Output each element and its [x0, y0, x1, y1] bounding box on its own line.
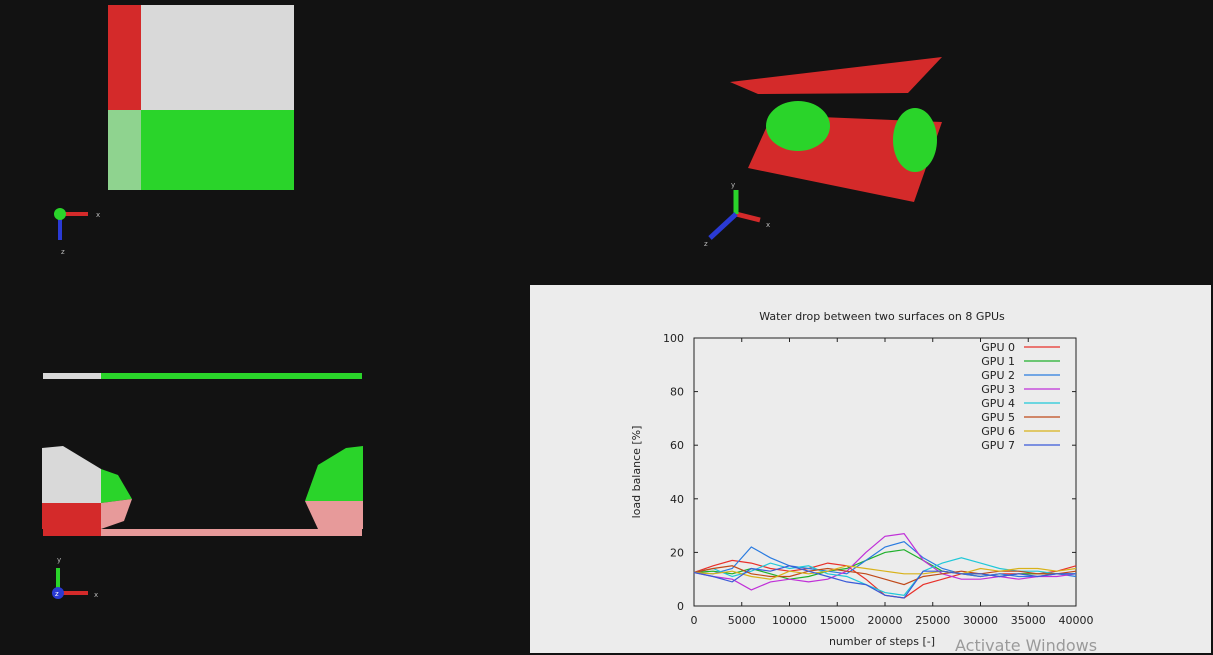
x-tick-label: 10000	[772, 614, 807, 627]
view-bottom-left: x y z	[0, 285, 530, 653]
drop-right-pink	[305, 501, 363, 529]
domain-white-block	[141, 5, 294, 110]
axis-triad-icon: x z	[54, 208, 100, 256]
activate-windows-watermark: Activate Windows	[955, 636, 1098, 655]
series-line-gpu-7	[693, 565, 1076, 599]
legend-label-gpu-7: GPU 7	[981, 439, 1015, 452]
axis-triad-icon: x y z	[52, 556, 98, 599]
legend-label-gpu-6: GPU 6	[981, 425, 1015, 438]
x-tick-label: 0	[691, 614, 698, 627]
legend-label-gpu-1: GPU 1	[981, 355, 1015, 368]
view-top-right: x y z	[530, 0, 1213, 285]
water-drop-right	[893, 108, 937, 172]
domain-red-block	[108, 5, 141, 110]
series-line-gpu-6	[693, 565, 1077, 580]
x-tick-label: 40000	[1059, 614, 1094, 627]
y-tick-label: 20	[670, 546, 684, 559]
axis-label-z: z	[704, 240, 708, 248]
axis-label-z: z	[61, 248, 65, 256]
drop-left-green	[101, 469, 132, 503]
x-tick-label: 35000	[1011, 614, 1046, 627]
y-tick-label: 100	[663, 332, 684, 345]
axis-label-z: z	[55, 590, 59, 598]
bottom-wall-pink	[101, 529, 362, 536]
x-axis-label: number of steps [-]	[829, 635, 935, 648]
top-wall-white	[43, 373, 101, 379]
series-line-gpu-2	[693, 541, 1077, 578]
view-top-left: x z	[0, 0, 530, 285]
series-line-gpu-4	[693, 557, 1076, 596]
series-line-gpu-5	[693, 565, 1077, 586]
x-tick-label: 20000	[868, 614, 903, 627]
top-surface	[730, 57, 942, 94]
series-lines	[693, 532, 1077, 599]
y-tick-label: 40	[670, 493, 684, 506]
axis-label-x: x	[94, 591, 98, 599]
y-tick-label: 80	[670, 386, 684, 399]
y-tick-label: 0	[677, 600, 684, 613]
axis-label-y: y	[731, 181, 735, 189]
load-balance-chart: Water drop between two surfaces on 8 GPU…	[530, 285, 1211, 653]
legend-label-gpu-3: GPU 3	[981, 383, 1015, 396]
axis-label-x: x	[96, 211, 100, 219]
legend-label-gpu-2: GPU 2	[981, 369, 1015, 382]
x-tick-label: 25000	[915, 614, 950, 627]
series-line-gpu-3	[693, 532, 1077, 591]
drop-right-green	[305, 446, 363, 501]
y-axis-label: load balance [%]	[630, 426, 643, 519]
axis-label-x: x	[766, 221, 770, 229]
x-tick-label: 5000	[728, 614, 756, 627]
series-line-gpu-1	[693, 549, 1076, 580]
drop-left-pink	[101, 499, 132, 529]
x-tick-label: 30000	[963, 614, 998, 627]
water-drop-left	[766, 101, 830, 151]
legend-label-gpu-4: GPU 4	[981, 397, 1015, 410]
legend-label-gpu-0: GPU 0	[981, 341, 1015, 354]
axis-triad-icon: x y z	[704, 181, 770, 248]
axis-label-y: y	[57, 556, 61, 564]
drop-left-red	[42, 503, 101, 529]
drop-left-white	[42, 446, 101, 503]
legend-label-gpu-5: GPU 5	[981, 411, 1015, 424]
domain-green-block	[141, 110, 294, 190]
bottom-wall-red	[43, 529, 101, 536]
y-tick-label: 60	[670, 439, 684, 452]
plot-frame	[693, 337, 1077, 607]
chart-title: Water drop between two surfaces on 8 GPU…	[759, 310, 1005, 323]
top-wall-green	[101, 373, 362, 379]
domain-lightgreen-block	[108, 110, 141, 190]
axis-ticks: 0 5000 10000 15000 20000 25000 30000 35000 40000…	[663, 332, 1094, 627]
x-tick-label: 15000	[820, 614, 855, 627]
